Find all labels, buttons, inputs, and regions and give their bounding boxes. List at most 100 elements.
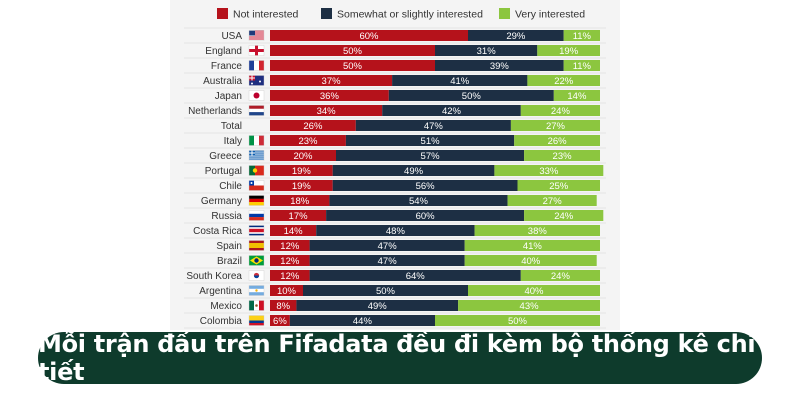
legend-label: Very interested [515, 9, 585, 21]
data-label: 41% [523, 241, 543, 252]
category-label: Argentina [199, 286, 242, 297]
data-label: 40% [524, 286, 544, 297]
chart-row-england: England 50% 31% 19% [205, 45, 600, 57]
chart-row-greece: Greece 20% 57% 23% [209, 150, 600, 162]
bar-segment-somewhat-or-slightly-interested [289, 315, 435, 326]
bar-segment-not-interested [270, 225, 317, 236]
flag-part [249, 77, 255, 79]
bar-segment-somewhat-or-slightly-interested [468, 30, 564, 41]
bar-segment-not-interested [270, 120, 356, 131]
bar-segment-not-interested [270, 285, 303, 296]
bar-segment-not-interested [270, 30, 468, 41]
flag-part [249, 105, 264, 109]
category-label: Russia [211, 211, 242, 222]
data-label: 12% [280, 271, 300, 282]
flag-border [248, 60, 265, 71]
bar-segment-not-interested [270, 315, 290, 326]
data-label: 47% [378, 241, 398, 252]
chart-row-netherlands: Netherlands 34% 42% 24% [188, 105, 600, 117]
flag-part [255, 289, 258, 292]
data-label: 60% [359, 31, 379, 42]
data-label: 12% [280, 256, 300, 267]
data-label: 27% [543, 196, 563, 207]
chart-svg: Not interested Somewhat or slightly inter… [184, 8, 606, 329]
category-label: Greece [209, 151, 242, 162]
category-label: Japan [215, 91, 242, 102]
bar-segment-very-interested [507, 195, 597, 206]
bar-segment-somewhat-or-slightly-interested [392, 75, 528, 86]
data-label: 11% [573, 61, 592, 72]
bar-segment-very-interested [474, 225, 600, 236]
data-label: 31% [477, 46, 497, 57]
bar-segment-very-interested [520, 105, 600, 116]
flag-part [249, 165, 255, 176]
flag-part [249, 36, 264, 38]
bar-segment-not-interested [270, 165, 333, 176]
bar-segment-not-interested [270, 195, 330, 206]
stacked-bar-chart: Not interested Somewhat or slightly inter… [170, 0, 620, 330]
bar-segment-not-interested [270, 135, 346, 146]
data-label: 57% [421, 151, 441, 162]
data-label: 8% [276, 301, 290, 312]
data-label: 20% [293, 151, 313, 162]
bar-segment-very-interested [494, 165, 604, 176]
data-label: 19% [292, 181, 312, 192]
chart-row-italy: Italy 23% 51% 26% [224, 135, 600, 147]
chart-row-chile: Chile 19% 56% 25% [219, 180, 600, 192]
data-label: 26% [303, 121, 323, 132]
bar-segment-somewhat-or-slightly-interested [332, 165, 495, 176]
bar-segment-very-interested [527, 75, 600, 86]
flag-border [248, 285, 265, 296]
bar-segment-not-interested [270, 240, 310, 251]
flag-border [248, 210, 265, 221]
flag-part [249, 185, 264, 191]
data-label: 34% [317, 106, 337, 117]
bar-segment-somewhat-or-slightly-interested [435, 45, 538, 56]
chart-row-usa: USA 60% 29% 11% [221, 30, 600, 42]
category-label: Brazil [217, 256, 242, 267]
flag-part [249, 154, 264, 156]
data-label: 50% [343, 46, 363, 57]
bar-segment-not-interested [270, 270, 310, 281]
flag-border [248, 165, 265, 176]
bar-segment-somewhat-or-slightly-interested [332, 180, 518, 191]
flag-part [254, 258, 259, 263]
flag-border [248, 255, 265, 266]
bar-segment-not-interested [270, 255, 310, 266]
germany-flag-icon [248, 195, 265, 206]
bar-segment-somewhat-or-slightly-interested [435, 60, 564, 71]
data-label: 14% [284, 226, 304, 237]
caption-banner: Mỗi trận đấu trên Fifadata đều đi kèm bộ… [38, 330, 762, 386]
legend-item-somewhat-or-slightly-interested: Somewhat or slightly interested [321, 8, 483, 21]
flag-border [248, 240, 265, 251]
bar-segment-very-interested [464, 240, 600, 251]
flag-part [252, 168, 258, 173]
flag-part [249, 158, 264, 160]
banner-text: Mỗi trận đấu trên Fifadata đều đi kèm bộ… [38, 330, 756, 386]
data-label: 64% [406, 271, 426, 282]
data-label: 47% [378, 256, 398, 267]
bar-segment-very-interested [524, 150, 600, 161]
data-label: 44% [353, 316, 373, 327]
flag-part [255, 304, 258, 307]
bar-segment-very-interested [517, 180, 600, 191]
bar-segment-not-interested [270, 60, 435, 71]
bar-segment-very-interested [563, 30, 600, 41]
bar-segment-not-interested [270, 75, 393, 86]
flag-part [249, 38, 264, 40]
data-label: 24% [551, 271, 571, 282]
flag-part [249, 156, 264, 158]
data-label: 24% [551, 106, 571, 117]
data-label: 60% [416, 211, 436, 222]
flag-part [249, 34, 264, 36]
data-label: 33% [539, 166, 559, 177]
data-label: 27% [546, 121, 566, 132]
legend-item-not-interested: Not interested [217, 8, 299, 21]
flag-part [249, 180, 264, 186]
data-label: 42% [442, 106, 462, 117]
australia-flag-icon [248, 75, 265, 86]
bar-segment-somewhat-or-slightly-interested [388, 90, 554, 101]
data-label: 50% [462, 91, 482, 102]
bar-segment-very-interested [520, 270, 600, 281]
flag-part [249, 49, 264, 52]
